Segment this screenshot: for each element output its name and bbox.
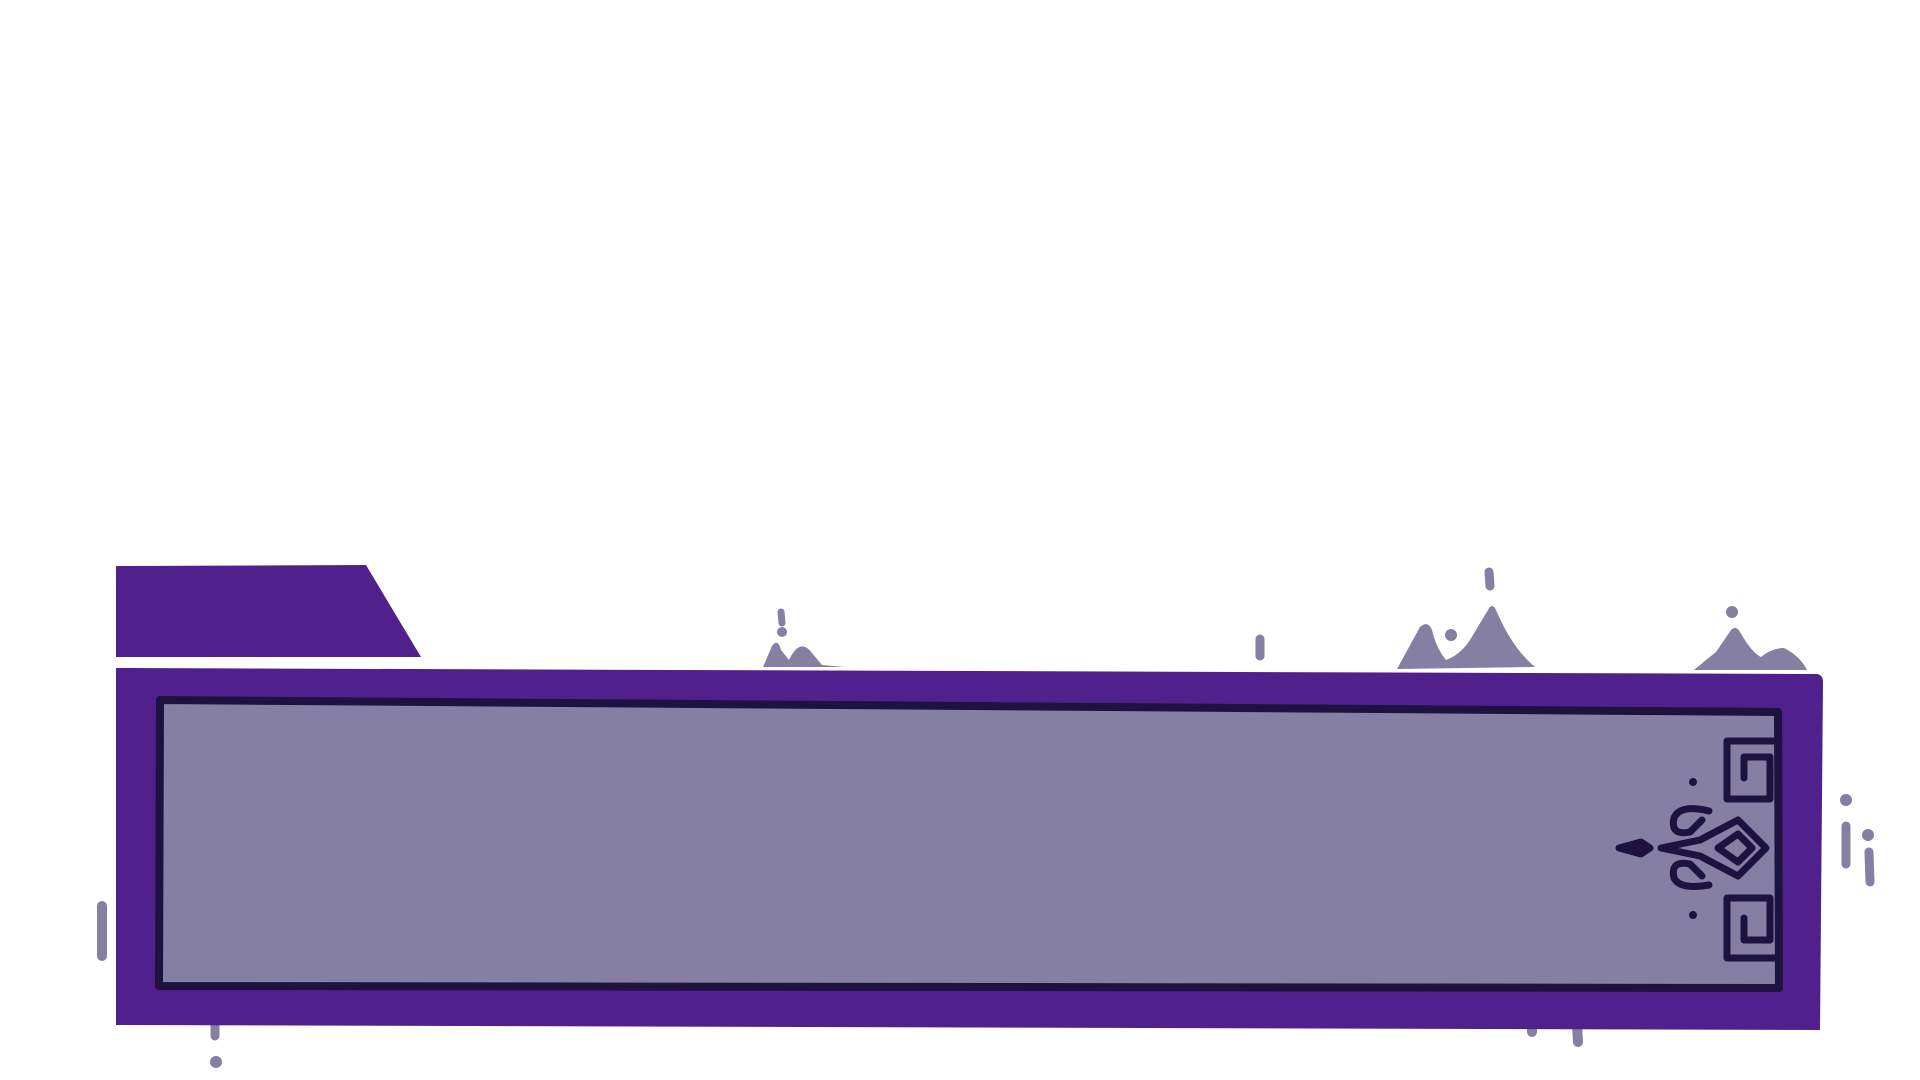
fleur-ornament-icon [1615,737,1783,962]
drip-line [1864,847,1875,887]
drip-dot [1726,606,1738,618]
drip-line [1484,567,1495,591]
drip-mound [1397,606,1535,669]
speaker-name-tab [116,565,421,657]
drip-dot [210,1056,222,1068]
drip-dot [1840,794,1852,806]
drip-dot [1862,829,1874,841]
drip-mound [1694,627,1807,670]
drip-dot [777,627,787,637]
dialogue-panel [155,696,1783,992]
drip-dot [1445,629,1457,641]
drip-mound [763,642,845,667]
drip-line [777,608,786,627]
